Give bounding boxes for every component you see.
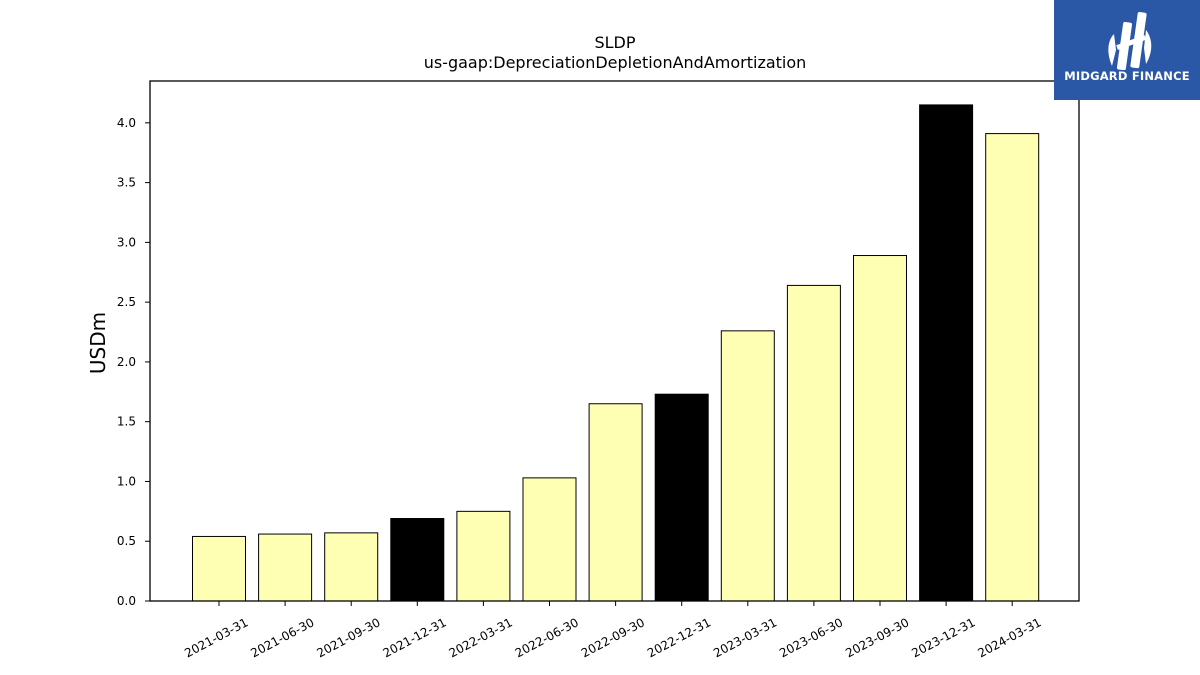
logo-mark-icon — [1108, 11, 1152, 70]
y-tick-label: 1.5 — [117, 415, 136, 429]
y-tick-label: 2.5 — [117, 295, 136, 309]
bar-2023-06-30 — [786, 284, 841, 602]
bar-2023-09-30 — [853, 255, 907, 602]
midgard-finance-logo: MIDGARD FINANCE — [1054, 0, 1200, 100]
y-axis-ticks: 0.0 0.5 1.0 1.5 2.0 2.5 3.0 3.5 4.0 — [117, 116, 150, 608]
x-tick-label: 2021-09-30 — [314, 615, 382, 660]
chart-subtitle: us-gaap:DepreciationDepletionAndAmortiza… — [424, 53, 807, 72]
x-tick-label: 2024-03-31 — [975, 615, 1043, 660]
bar-2022-12-31 — [654, 393, 709, 602]
bar-2022-06-30 — [522, 477, 577, 602]
x-tick-label: 2022-03-31 — [447, 615, 515, 660]
x-tick-label: 2023-03-31 — [711, 615, 779, 660]
y-tick-label: 0.0 — [117, 594, 136, 608]
x-tick-label: 2023-12-31 — [909, 615, 977, 660]
logo-text: MIDGARD FINANCE — [1064, 69, 1190, 83]
x-tick-label: 2022-09-30 — [579, 615, 647, 660]
x-axis-ticks: 2021-03-312021-06-302021-09-302021-12-31… — [182, 601, 1044, 660]
bars-group — [192, 104, 1040, 602]
y-tick-label: 4.0 — [117, 116, 136, 130]
bar-2023-12-31 — [919, 104, 974, 602]
y-tick-label: 3.5 — [117, 176, 136, 190]
bar-2021-09-30 — [324, 532, 379, 602]
bar-2023-03-31 — [720, 330, 775, 602]
x-tick-label: 2021-06-30 — [248, 615, 316, 660]
bar-2021-03-31 — [192, 535, 246, 602]
x-tick-label: 2022-12-31 — [645, 615, 713, 660]
chart-title: SLDP — [594, 33, 635, 52]
bar-2022-09-30 — [588, 403, 643, 602]
bar-2024-03-31 — [985, 133, 1040, 602]
x-tick-label: 2021-03-31 — [182, 615, 250, 660]
y-axis-label: USDm — [86, 312, 110, 374]
y-tick-label: 0.5 — [117, 534, 136, 548]
plot-frame — [149, 80, 1080, 602]
x-tick-label: 2021-12-31 — [381, 615, 449, 660]
y-tick-label: 3.0 — [117, 235, 136, 249]
y-tick-label: 1.0 — [117, 474, 136, 488]
bar-2021-12-31 — [390, 518, 445, 602]
bar-2021-06-30 — [258, 533, 313, 602]
x-tick-label: 2023-09-30 — [843, 615, 911, 660]
y-tick-label: 2.0 — [117, 355, 136, 369]
x-tick-label: 2023-06-30 — [777, 615, 845, 660]
x-tick-label: 2022-06-30 — [513, 615, 581, 660]
bar-2022-03-31 — [456, 510, 511, 602]
